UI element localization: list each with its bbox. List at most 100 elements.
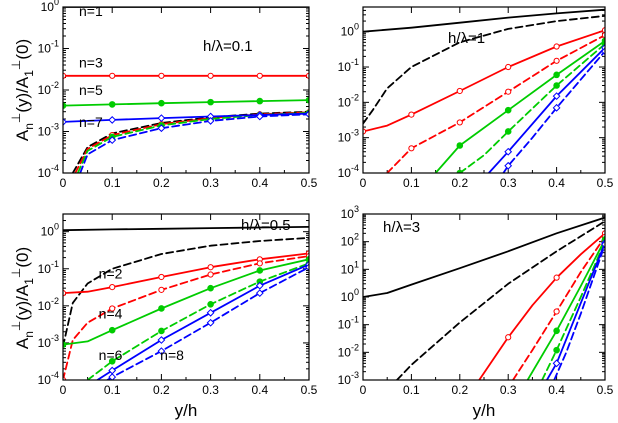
ylabel-paren: (y)/A — [13, 284, 32, 321]
plot-frame — [62, 213, 310, 381]
y-tick-label: 101 — [341, 259, 359, 276]
x-tick-label: 0 — [60, 176, 67, 190]
marker-open-diamond — [206, 308, 215, 317]
marker-filled-circle — [456, 142, 464, 149]
y-tick-label: 10-2 — [338, 92, 359, 109]
x-tick-label: 0.2 — [153, 383, 170, 397]
marker-open-diamond — [157, 124, 166, 133]
x-tick-label: 0.3 — [202, 383, 219, 397]
ylabel-sup: ⊥ — [9, 113, 23, 123]
marker-open-circle — [158, 72, 165, 79]
y-tick-label: 100 — [341, 287, 359, 304]
series-line-n2 — [363, 14, 605, 125]
plot-frame — [362, 6, 606, 174]
marker-open-diamond — [255, 112, 264, 121]
panel-2: 0 0.1 0.2 0.3 0.4 0.5 10-4 10-3 10-2 10-1 100 h/λ=1 — [338, 6, 614, 190]
x-tick-label: 0.5 — [301, 176, 318, 190]
series-line-n1 — [363, 8, 605, 33]
plot-frame — [362, 213, 606, 381]
x-tick-label: 0.5 — [597, 383, 614, 397]
marker-filled-circle — [108, 101, 116, 108]
marker-open-circle — [256, 72, 263, 79]
series-line-n1 — [63, 225, 309, 232]
panel-title: h/λ=1 — [448, 30, 485, 47]
curve-label: n=8 — [160, 347, 184, 363]
series-line-n4 — [63, 255, 309, 380]
marker-open-circle — [505, 334, 512, 341]
marker-open-diamond — [552, 92, 561, 101]
marker-filled-circle — [553, 71, 560, 79]
y-tick-label: 10-3 — [38, 122, 59, 139]
series-line-n5 — [434, 40, 605, 173]
x-tick-label: 0.2 — [451, 383, 468, 397]
marker-open-circle — [109, 284, 116, 291]
x-tick-label: 0.1 — [104, 176, 121, 190]
marker-open-diamond — [601, 240, 605, 249]
marker-open-diamond — [601, 47, 605, 56]
ylabel-sub2: 1 — [22, 278, 36, 285]
series-line-n1 — [363, 216, 605, 298]
y-tick-label: 102 — [341, 232, 359, 249]
y-tick-label: 10-1 — [338, 315, 359, 332]
marker-filled-circle — [158, 305, 165, 312]
y-tick-label: 10-1 — [338, 57, 359, 74]
y-tick-label: 10-4 — [338, 163, 359, 180]
x-tick-label: 0.1 — [403, 383, 420, 397]
marker-open-diamond — [108, 136, 117, 145]
marker-filled-circle — [207, 301, 214, 308]
ylabel-end: (0) — [13, 39, 32, 60]
curve-label: n=2 — [99, 265, 123, 281]
curve-label: n=6 — [99, 347, 123, 363]
panel-1: 0 0.1 0.2 0.3 0.4 0.5 10-4 10-3 10-2 10-1 100 h/λ=0… — [38, 0, 318, 190]
series-group — [63, 225, 309, 380]
plot-frame — [62, 6, 310, 174]
marker-open-circle — [158, 286, 165, 293]
marker-filled-circle — [553, 327, 560, 335]
marker-filled-circle — [305, 96, 309, 104]
ylabel-main: A — [13, 129, 32, 141]
marker-filled-circle — [207, 98, 214, 106]
marker-open-diamond — [255, 281, 264, 290]
x-tick-label: 0 — [360, 383, 367, 397]
marker-filled-circle — [504, 106, 512, 114]
y-tick-label: 100 — [41, 0, 59, 14]
marker-open-diamond — [157, 114, 166, 123]
marker-filled-circle — [207, 284, 214, 292]
panel-title: h/λ=0.1 — [203, 38, 253, 55]
panels: 0 0.1 0.2 0.3 0.4 0.5 10-4 10-3 10-2 10-1 100 h/λ=0… — [38, 0, 614, 420]
ylabel-sup2: ⊥ — [9, 60, 23, 70]
panel-title: h/λ=3 — [383, 219, 420, 236]
curve-label: n=5 — [79, 82, 103, 98]
series-line-n6 — [86, 262, 309, 380]
x-tick-label: 0 — [360, 176, 367, 190]
y-tick-label: 10-2 — [38, 80, 59, 97]
ylabel-sub: n — [22, 123, 36, 130]
y-tick-label: 100 — [341, 22, 359, 39]
marker-open-circle — [109, 72, 116, 79]
y-tick-label: 10-2 — [338, 342, 359, 359]
panel-title: h/λ=0.5 — [241, 217, 291, 234]
series-line-n5 — [63, 99, 309, 107]
series-line-n7 — [546, 241, 605, 380]
x-tick-label: 0.4 — [548, 383, 565, 397]
ylabel-end: (0) — [13, 247, 32, 268]
x-tick-label: 0.3 — [202, 176, 219, 190]
marker-filled-circle — [158, 327, 165, 335]
x-tick-label: 0.4 — [251, 176, 268, 190]
marker-open-circle — [158, 273, 165, 281]
marker-open-diamond — [504, 147, 513, 156]
marker-open-circle — [505, 63, 512, 71]
series-line-n8 — [553, 243, 605, 380]
series-line-n7 — [487, 46, 605, 173]
marker-filled-circle — [256, 97, 264, 105]
x-axis-label: y/h — [473, 401, 496, 420]
x-tick-label: 0.4 — [548, 176, 565, 190]
marker-open-diamond — [305, 263, 309, 272]
marker-open-diamond — [206, 318, 215, 327]
marker-filled-circle — [108, 357, 116, 365]
y-tick-label: 10-4 — [38, 370, 59, 387]
marker-open-diamond — [63, 118, 67, 126]
marker-open-diamond — [108, 373, 117, 380]
marker-filled-circle — [553, 82, 560, 89]
x-tick-label: 0.3 — [500, 383, 517, 397]
